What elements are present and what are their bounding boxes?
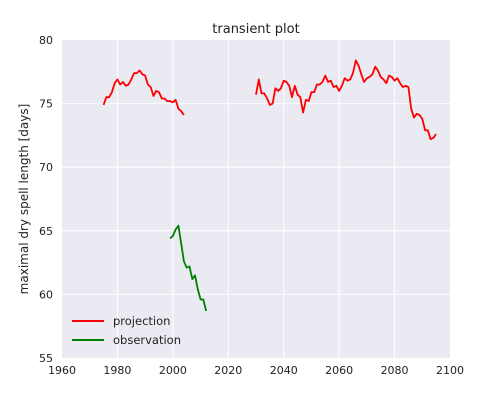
x-tick-label: 2020: [214, 364, 242, 377]
chart-title: transient plot: [212, 22, 299, 37]
grid: [62, 40, 450, 358]
y-tick-label: 60: [39, 288, 53, 301]
legend-label-projection: projection: [113, 314, 170, 328]
y-tick-labels: 55 60 65 70 75 80: [39, 34, 53, 365]
x-tick-label: 2060: [325, 364, 353, 377]
legend: projection observation: [72, 314, 181, 347]
y-tick-label: 80: [39, 34, 53, 47]
x-tick-label: 1980: [103, 364, 131, 377]
x-tick-labels: 1960 1980 2000 2020 2040 2060 2080 2100: [48, 364, 464, 377]
x-tick-label: 1960: [48, 364, 76, 377]
y-tick-label: 70: [39, 161, 53, 174]
plot-area: [62, 40, 450, 358]
x-tick-label: 2000: [159, 364, 187, 377]
legend-label-observation: observation: [113, 333, 181, 347]
series-line-projection-1: [102, 69, 185, 116]
y-axis-label: maximal dry spell length [days]: [17, 104, 31, 295]
x-tick-label: 2100: [436, 364, 464, 377]
x-tick-label: 2040: [270, 364, 298, 377]
series-lines: [102, 59, 437, 312]
x-tick-label: 2080: [381, 364, 409, 377]
series-line-projection-2: [255, 59, 437, 141]
y-tick-label: 65: [39, 225, 53, 238]
y-tick-label: 75: [39, 98, 53, 111]
series-line-observation-1: [169, 224, 207, 312]
y-tick-label: 55: [39, 352, 53, 365]
